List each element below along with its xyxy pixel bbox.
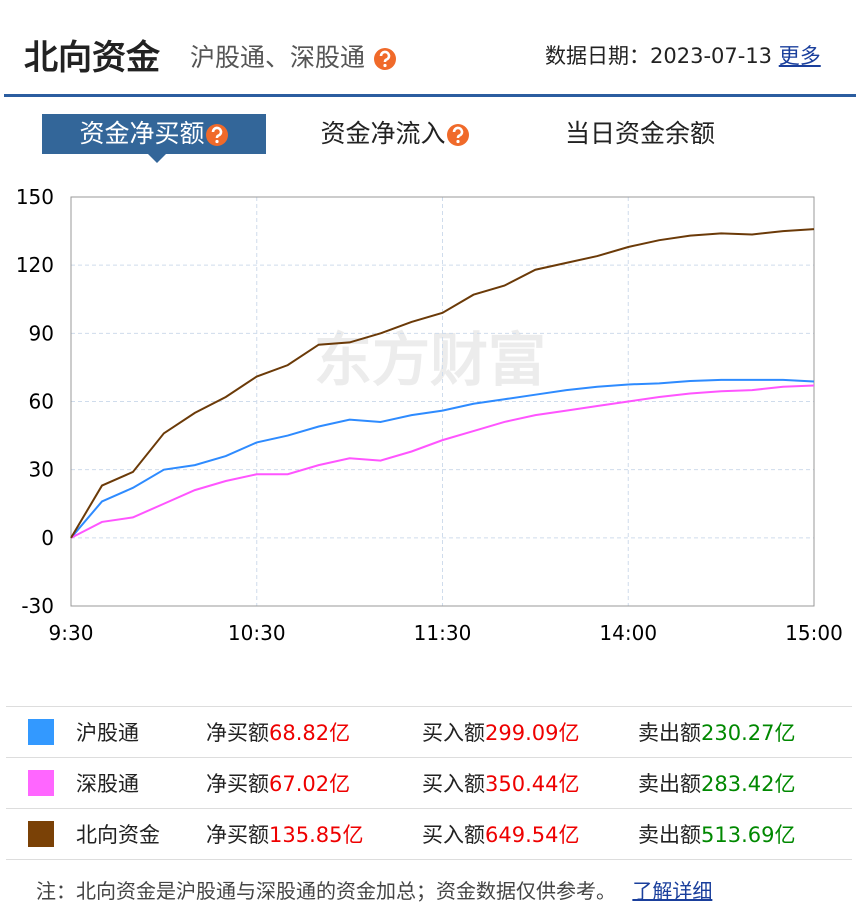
tab-active[interactable]: 资金净买额 [42, 114, 266, 154]
buy-value: 649.54亿 [485, 823, 580, 847]
y-tick-label: 120 [16, 253, 54, 277]
net-value: 67.02亿 [269, 772, 351, 796]
table-cell: 净买额67.02亿 [206, 757, 422, 809]
buy-value: 299.09亿 [485, 721, 580, 745]
table-row: 北向资金 净买额135.85亿 买入额649.54亿 卖出额513.69亿 [6, 808, 852, 860]
table-cell: 北向资金 [76, 808, 206, 860]
series-line [70, 378, 815, 539]
table-cell: 卖出额283.42亿 [638, 757, 852, 809]
table-cell: 卖出额230.27亿 [638, 706, 852, 758]
table-cell: 沪股通 [76, 706, 206, 758]
swatch [28, 821, 54, 847]
subtitle-text: 沪股通、深股通 [190, 43, 366, 72]
y-tick-label: 150 [16, 185, 54, 209]
table-cell: 净买额135.85亿 [206, 808, 422, 860]
help-icon[interactable] [446, 123, 470, 147]
y-tick-label: -30 [21, 594, 54, 618]
help-icon[interactable] [373, 47, 397, 71]
table-cell [6, 808, 76, 860]
more-link[interactable]: 更多 [778, 44, 821, 68]
summary-table: 沪股通 净买额68.82亿 买入额299.09亿 卖出额230.27亿 深股通 净买额67… [6, 706, 852, 860]
cell-label: 买入额 [422, 721, 485, 745]
net-value: 135.85亿 [269, 823, 364, 847]
swatch [28, 719, 54, 745]
sell-value: 230.27亿 [701, 721, 796, 745]
tab-label: 资金净买额 [79, 119, 205, 148]
tab-pointer [148, 154, 166, 163]
cell-label: 卖出额 [638, 772, 701, 796]
table-cell [6, 757, 76, 809]
subtitle: 沪股通、深股通 [190, 38, 397, 74]
buy-value: 350.44亿 [485, 772, 580, 796]
table-cell: 买入额649.54亿 [422, 808, 638, 860]
series-line [70, 228, 815, 539]
cell-label: 净买额 [206, 823, 269, 847]
x-tick-label: 10:30 [228, 621, 286, 645]
cell-label: 净买额 [206, 721, 269, 745]
x-tick-label: 15:00 [785, 621, 843, 645]
table-cell: 买入额299.09亿 [422, 706, 638, 758]
cell-label: 净买额 [206, 772, 269, 796]
divider [4, 94, 856, 97]
y-tick-label: 60 [29, 390, 54, 414]
y-tick-label: 30 [29, 458, 54, 482]
date: 数据日期：2023-07-13 更多 [545, 40, 821, 70]
note: 注：北向资金是沪股通与深股通的资金加总；资金数据仅供参考。 [36, 879, 616, 903]
table-cell: 卖出额513.69亿 [638, 808, 852, 860]
detail-link[interactable]: 了解详细 [632, 879, 713, 903]
table-cell: 净买额68.82亿 [206, 706, 422, 758]
cell-label: 买入额 [422, 772, 485, 796]
row-name: 深股通 [76, 772, 139, 796]
cell-label: 卖出额 [638, 823, 701, 847]
swatch [28, 770, 54, 796]
watermark: 东方财富 [314, 326, 546, 394]
plot-frame [70, 196, 815, 607]
table-row: 沪股通 净买额68.82亿 买入额299.09亿 卖出额230.27亿 [6, 706, 852, 758]
sell-value: 283.42亿 [701, 772, 796, 796]
row-name: 沪股通 [76, 721, 139, 745]
help-icon[interactable] [205, 123, 229, 147]
x-tick-label: 9:30 [49, 621, 94, 645]
x-tick-label: 11:30 [414, 621, 472, 645]
chart: 东方财富 -30 0 30 60 90 120 150 9:30 10:30 11:30 14:00 1… [16, 185, 843, 645]
x-tick-label: 14:00 [599, 621, 657, 645]
table-cell: 买入额350.44亿 [422, 757, 638, 809]
y-tick-label: 0 [41, 526, 54, 550]
cell-label: 卖出额 [638, 721, 701, 745]
table-row: 深股通 净买额67.02亿 买入额350.44亿 卖出额283.42亿 [6, 757, 852, 809]
sell-value: 513.69亿 [701, 823, 796, 847]
series-line [70, 384, 815, 539]
date-text: 数据日期：2023-07-13 [545, 44, 773, 68]
y-tick-label: 90 [29, 321, 54, 345]
row-name: 北向资金 [76, 823, 160, 847]
table-cell [6, 706, 76, 758]
tab[interactable]: 当日资金余额 [564, 119, 715, 148]
table-cell: 深股通 [76, 757, 206, 809]
tab-label: 资金净流入 [320, 119, 446, 148]
tab[interactable]: 资金净流入 [300, 114, 490, 154]
footnote: 注：北向资金是沪股通与深股通的资金加总；资金数据仅供参考。 了解详细 [36, 875, 712, 904]
net-value: 68.82亿 [269, 721, 351, 745]
title: 北向资金 [24, 38, 160, 78]
cell-label: 买入额 [422, 823, 485, 847]
